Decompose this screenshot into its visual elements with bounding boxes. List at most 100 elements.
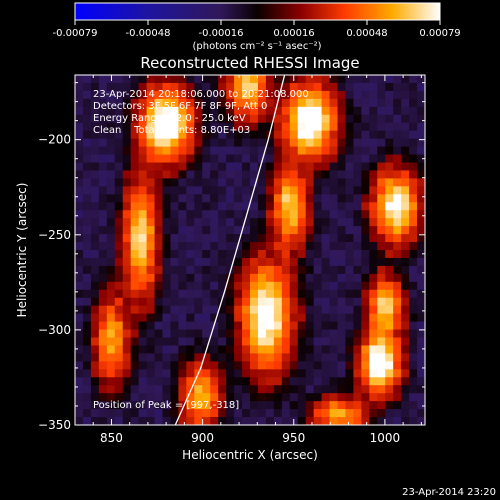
- heatmap-cell: [114, 329, 124, 339]
- heatmap-cell: [337, 409, 347, 418]
- heatmap-cell: [226, 313, 235, 323]
- heatmap-cell: [90, 313, 100, 323]
- heatmap-cell: [393, 146, 402, 156]
- heatmap-cell: [146, 401, 156, 410]
- heatmap-cell: [257, 313, 267, 323]
- heatmap-cell: [297, 273, 307, 283]
- heatmap-cell: [138, 321, 148, 331]
- heatmap-cell: [329, 289, 339, 299]
- colorbar-tick-label: 0.00079: [419, 28, 460, 39]
- heatmap-cell: [305, 385, 315, 394]
- heatmap-cell: [385, 218, 394, 227]
- heatmap-cell: [361, 210, 370, 219]
- heatmap-cell: [106, 154, 116, 164]
- heatmap-cell: [369, 178, 378, 187]
- heatmap-cell: [154, 345, 164, 354]
- heatmap-cell: [321, 305, 331, 315]
- heatmap-cell: [162, 194, 172, 203]
- heatmap-cell: [313, 393, 323, 402]
- heatmap-cell: [329, 234, 339, 243]
- heatmap-cell: [281, 273, 291, 283]
- heatmap-cell: [337, 154, 347, 164]
- heatmap-cell: [289, 305, 299, 315]
- heatmap-cell: [281, 90, 291, 100]
- heatmap-cell: [361, 337, 370, 347]
- heatmap-cell: [98, 90, 108, 100]
- heatmap-cell: [313, 369, 323, 378]
- heatmap-cell: [273, 257, 283, 267]
- heatmap-cell: [401, 257, 410, 267]
- heatmap-cell: [210, 313, 219, 323]
- colorbar-tick-label: 0.00048: [346, 28, 387, 39]
- heatmap-cell: [265, 242, 275, 251]
- heatmap-cell: [353, 90, 362, 100]
- heatmap-cell: [82, 170, 92, 179]
- heatmap-cell: [122, 122, 132, 132]
- heatmap-cell: [385, 75, 394, 84]
- heatmap-cell: [130, 305, 140, 315]
- heatmap-cell: [186, 242, 195, 251]
- heatmap-cell: [377, 273, 386, 283]
- heatmap-cell: [281, 226, 291, 235]
- colorbar-units: (photons cm⁻² s⁻¹ asec⁻²): [192, 41, 321, 52]
- heatmap-cell: [210, 353, 219, 362]
- heatmap-cell: [250, 257, 259, 267]
- heatmap-cell: [106, 162, 116, 172]
- heatmap-cell: [321, 218, 331, 227]
- heatmap-cell: [305, 202, 315, 211]
- heatmap-cell: [329, 154, 339, 164]
- heatmap-cell: [218, 313, 227, 323]
- heatmap-cell: [265, 106, 275, 116]
- heatmap-cell: [242, 162, 251, 172]
- heatmap-cell: [385, 385, 394, 394]
- heatmap-cell: [273, 353, 283, 362]
- heatmap-cell: [242, 170, 251, 179]
- heatmap-cell: [82, 353, 92, 362]
- heatmap-cell: [202, 226, 211, 235]
- heatmap-cell: [114, 114, 124, 124]
- heatmap-cell: [202, 210, 211, 219]
- heatmap-cell: [226, 409, 235, 418]
- heatmap-cell: [297, 75, 307, 84]
- heatmap-cell: [98, 329, 108, 339]
- heatmap-cell: [146, 202, 156, 211]
- heatmap-cell: [273, 202, 283, 211]
- heatmap-cell: [273, 297, 283, 307]
- heatmap-cell: [194, 345, 203, 354]
- heatmap-cell: [329, 321, 339, 331]
- heatmap-cell: [75, 409, 84, 418]
- heatmap-cell: [90, 90, 100, 100]
- heatmap-cell: [401, 377, 410, 386]
- heatmap-cell: [281, 385, 291, 394]
- heatmap-cell: [170, 250, 179, 259]
- heatmap-cell: [82, 369, 92, 378]
- heatmap-cell: [138, 210, 148, 219]
- heatmap-cell: [75, 154, 84, 164]
- heatmap-cell: [329, 178, 339, 187]
- heatmap-cell: [194, 154, 203, 164]
- heatmap-cell: [170, 313, 179, 323]
- heatmap-cell: [361, 114, 370, 124]
- heatmap-cell: [178, 90, 187, 100]
- heatmap-cell: [353, 170, 362, 179]
- heatmap-cell: [146, 337, 156, 347]
- heatmap-cell: [130, 257, 140, 267]
- heatmap-cell: [234, 321, 243, 331]
- heatmap-cell: [297, 146, 307, 156]
- heatmap-cell: [234, 194, 243, 203]
- heatmap-cell: [250, 122, 259, 132]
- heatmap-cell: [401, 305, 410, 315]
- heatmap-cell: [170, 202, 179, 211]
- heatmap-cell: [226, 202, 235, 211]
- heatmap-cell: [138, 146, 148, 156]
- heatmap-cell: [329, 114, 339, 124]
- heatmap-cell: [281, 361, 291, 370]
- heatmap-cell: [401, 226, 410, 235]
- heatmap-cell: [82, 313, 92, 323]
- heatmap-cell: [289, 242, 299, 251]
- heatmap-cell: [393, 194, 402, 203]
- heatmap-cell: [377, 186, 386, 195]
- heatmap-cell: [122, 393, 132, 402]
- heatmap-cell: [337, 329, 347, 339]
- heatmap-cell: [257, 98, 267, 108]
